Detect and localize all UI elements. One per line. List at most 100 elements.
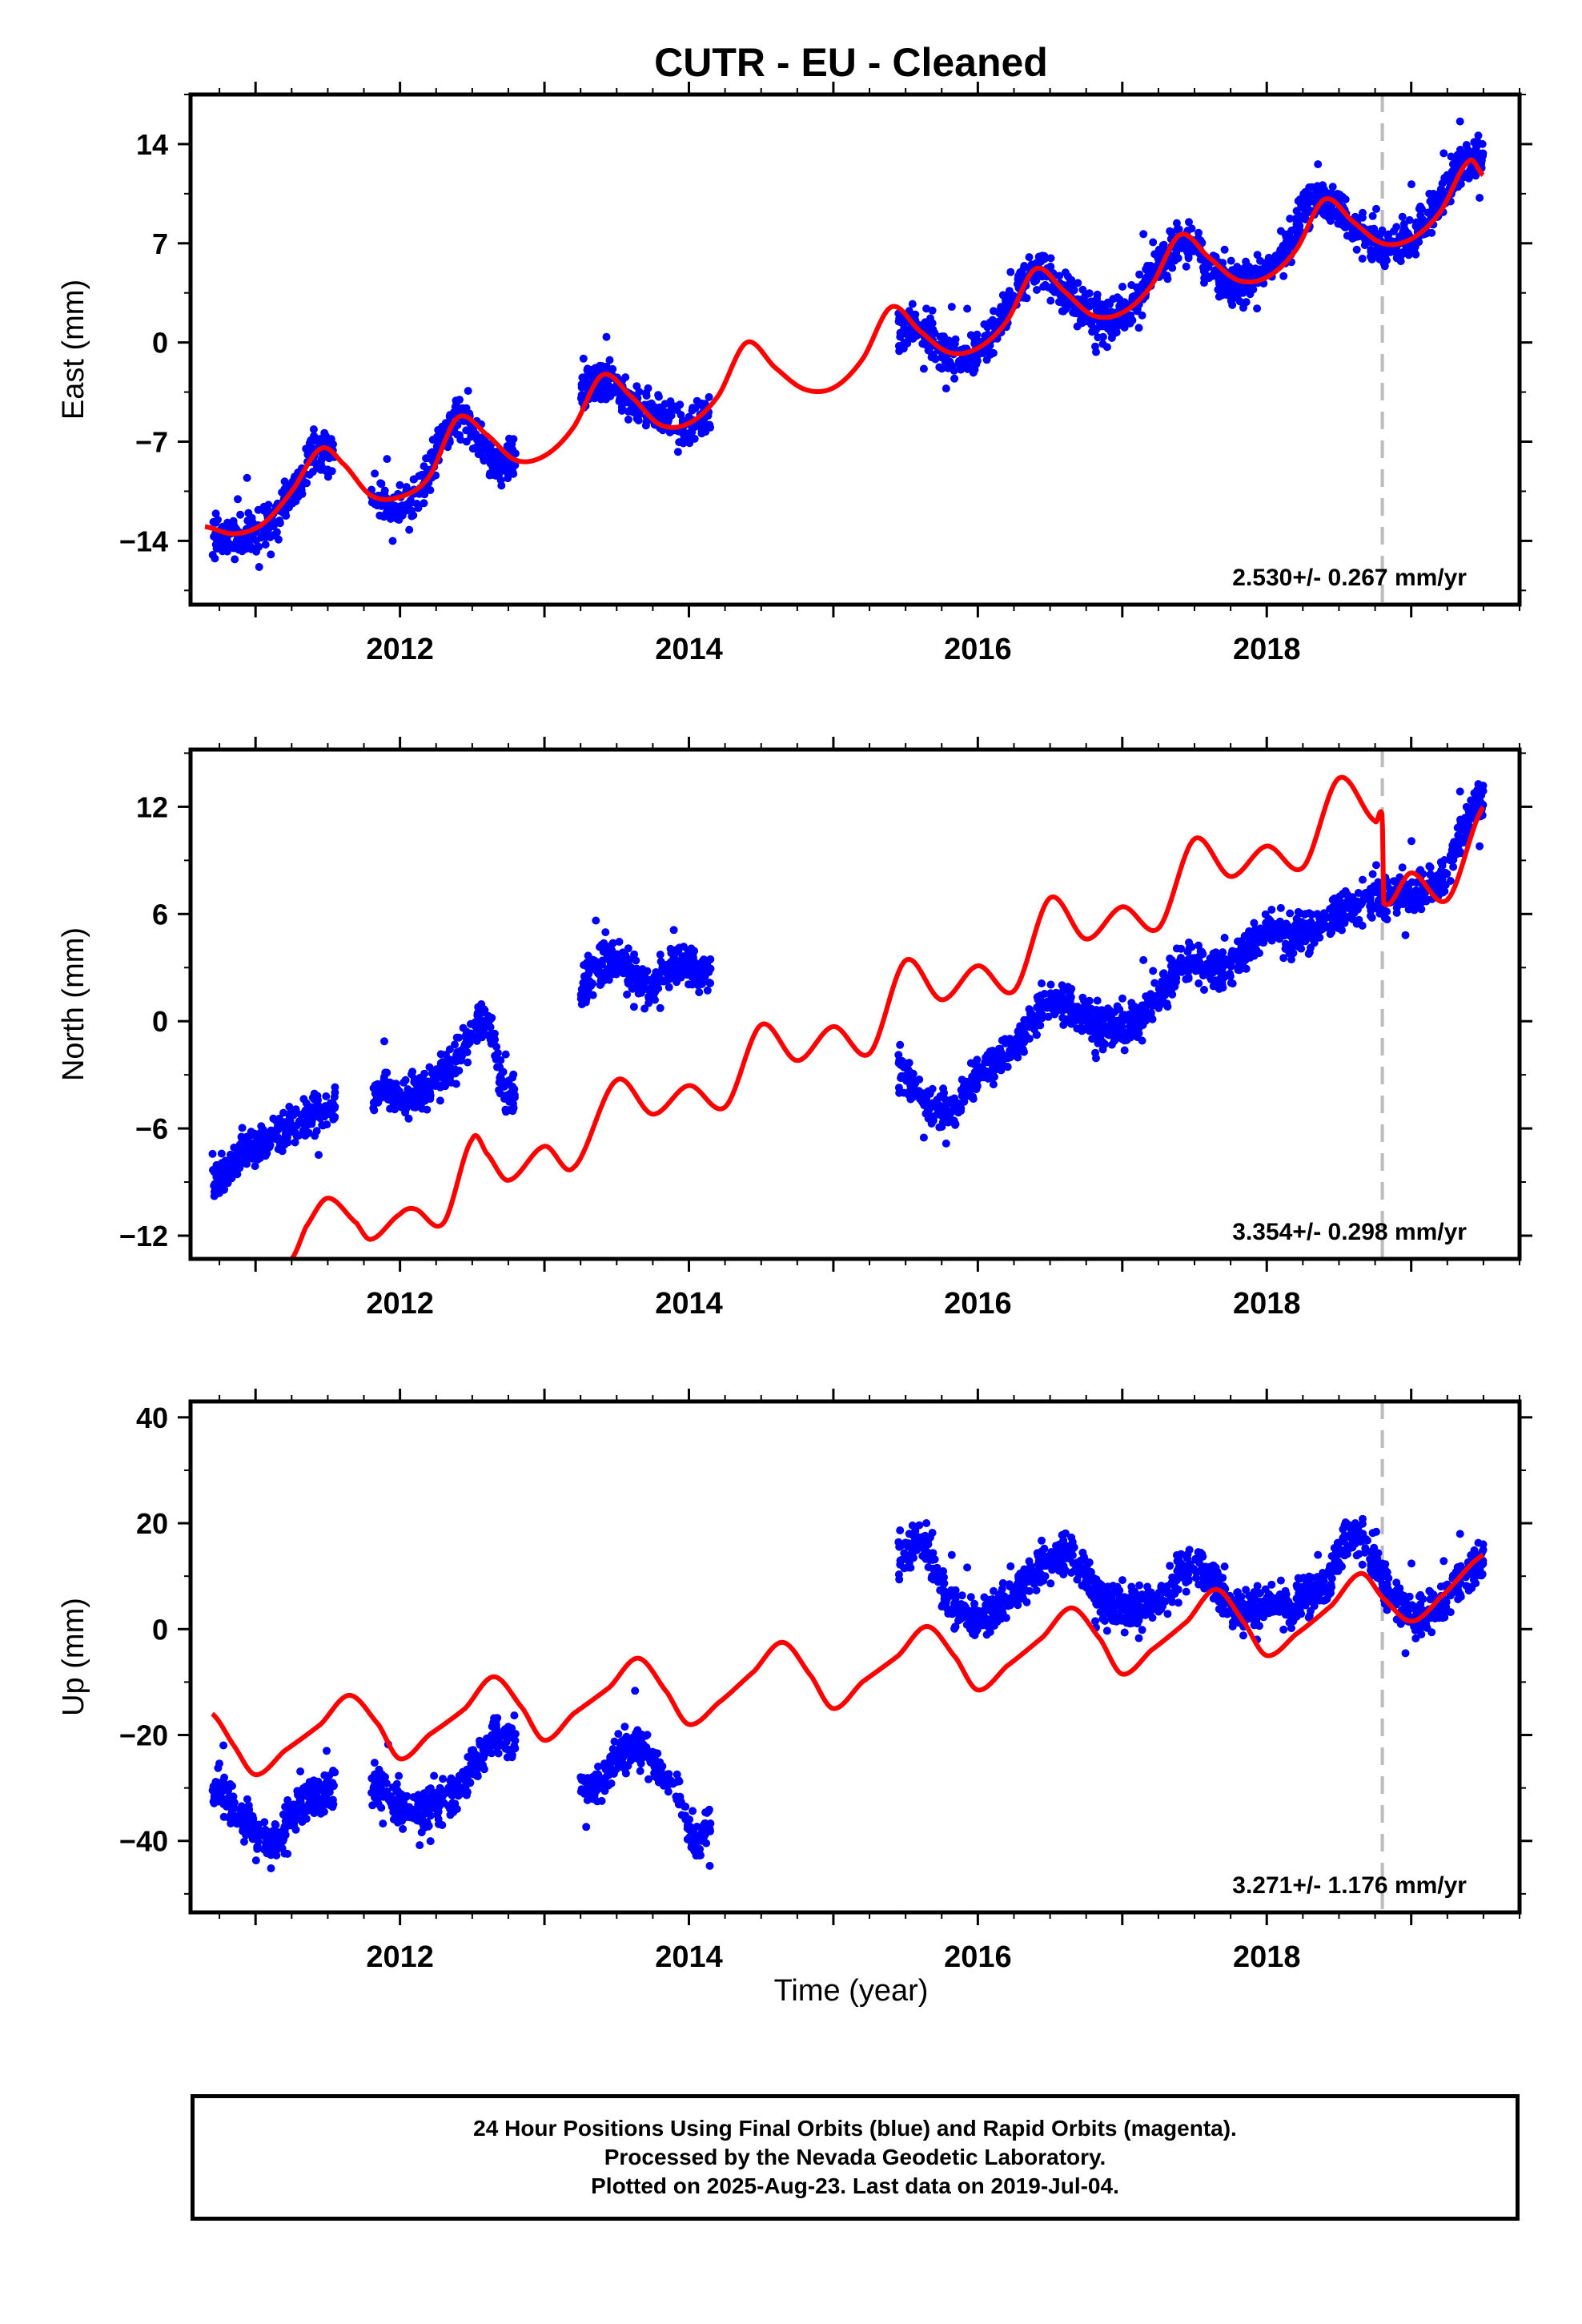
data-point	[938, 364, 946, 373]
data-point	[1307, 191, 1315, 199]
data-point	[436, 1096, 444, 1105]
data-point	[604, 951, 612, 960]
data-point	[921, 1091, 930, 1100]
data-point	[220, 1185, 228, 1193]
data-point	[1476, 194, 1484, 202]
data-point	[946, 357, 954, 366]
data-point	[1376, 229, 1385, 238]
data-point	[588, 991, 597, 999]
data-point	[1379, 906, 1388, 915]
data-point	[404, 1114, 413, 1123]
data-point	[1095, 1021, 1104, 1030]
data-point	[1101, 1029, 1110, 1037]
data-point	[1267, 906, 1276, 914]
data-point	[1374, 878, 1383, 887]
data-point	[462, 437, 471, 446]
data-point	[666, 397, 675, 406]
data-point	[211, 541, 220, 549]
data-point	[296, 1767, 305, 1775]
data-point	[272, 1844, 281, 1853]
data-point	[1226, 972, 1235, 981]
data-point	[1286, 909, 1295, 918]
data-point	[214, 1763, 223, 1772]
data-point	[1453, 151, 1462, 159]
data-point	[484, 448, 492, 456]
data-point	[506, 437, 515, 446]
data-point	[644, 384, 652, 392]
data-point	[608, 939, 617, 947]
data-point	[1328, 183, 1337, 191]
data-points-up	[208, 1514, 1488, 1872]
data-point	[895, 347, 904, 356]
data-point	[1062, 995, 1071, 1003]
data-point	[1092, 348, 1100, 356]
data-point	[1199, 950, 1207, 959]
data-point	[697, 399, 706, 408]
data-point	[703, 959, 712, 968]
data-point	[272, 528, 281, 537]
data-point	[1033, 286, 1041, 294]
data-point	[408, 1068, 417, 1076]
data-point	[1309, 932, 1318, 941]
data-point	[1166, 227, 1174, 235]
data-point	[1476, 156, 1484, 164]
data-point	[612, 950, 621, 959]
data-point	[219, 538, 228, 547]
data-point	[499, 1068, 508, 1076]
data-point	[331, 1088, 339, 1097]
data-points-east	[208, 117, 1488, 571]
data-point	[608, 970, 617, 979]
data-point	[285, 1103, 294, 1111]
data-point	[653, 406, 661, 415]
data-point	[379, 1076, 388, 1084]
data-point	[1191, 954, 1200, 963]
data-point	[299, 1110, 307, 1119]
data-point	[1207, 968, 1215, 976]
data-point	[1154, 984, 1163, 993]
data-point	[451, 1040, 459, 1049]
data-point	[489, 1034, 498, 1043]
data-point	[1085, 300, 1094, 309]
data-point	[1341, 195, 1350, 203]
data-point	[404, 1085, 412, 1094]
data-point	[994, 1044, 1003, 1053]
data-point	[380, 486, 389, 495]
data-point	[1220, 934, 1229, 942]
data-point	[950, 374, 959, 383]
data-point	[1412, 218, 1421, 227]
data-point	[496, 1077, 504, 1086]
data-point	[1295, 195, 1304, 203]
data-point	[917, 1097, 926, 1106]
data-point	[1150, 998, 1158, 1007]
data-point	[1158, 241, 1167, 250]
data-point	[1046, 254, 1055, 263]
data-point	[914, 1087, 923, 1096]
data-point	[1217, 285, 1226, 294]
data-point	[1198, 254, 1207, 263]
data-point	[1067, 275, 1076, 284]
data-point	[1407, 180, 1415, 189]
data-point	[1323, 204, 1332, 212]
data-point	[1238, 951, 1247, 960]
data-point	[1368, 211, 1377, 220]
data-point	[703, 986, 712, 995]
data-point	[596, 979, 605, 988]
data-point	[456, 436, 465, 444]
data-point	[1093, 290, 1102, 299]
data-point	[915, 1076, 924, 1084]
data-point	[1287, 226, 1296, 235]
data-point	[669, 926, 678, 935]
data-point	[208, 1149, 217, 1158]
data-point	[209, 1166, 217, 1174]
data-point	[1230, 955, 1239, 964]
data-point	[236, 510, 245, 519]
data-point	[1282, 927, 1291, 935]
data-point	[267, 550, 275, 559]
data-point	[1031, 274, 1040, 283]
data-point	[370, 1759, 379, 1767]
data-point	[1411, 243, 1419, 251]
data-point	[380, 1037, 388, 1046]
data-point	[441, 1051, 450, 1059]
data-point	[223, 547, 231, 556]
